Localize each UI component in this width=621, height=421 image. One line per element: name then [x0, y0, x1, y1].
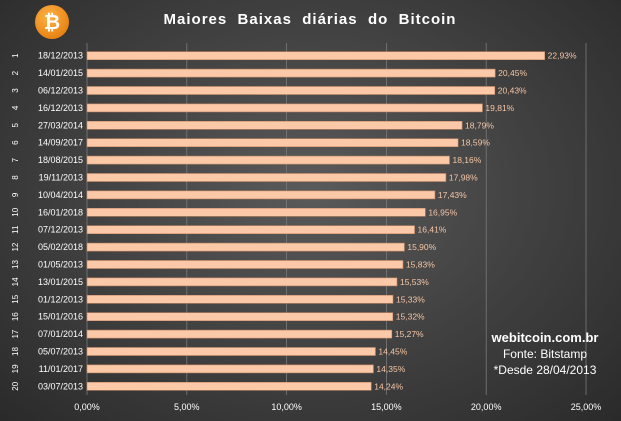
rank-label: 20: [11, 381, 20, 390]
date-label: 14/09/2017: [38, 138, 83, 148]
bar: [86, 121, 463, 130]
value-label: 15,90%: [407, 242, 436, 252]
x-axis: 0,00% 5,00% 10,00% 15,00% 20,00% 25,00%: [74, 402, 601, 412]
value-label: 15,53%: [400, 277, 429, 287]
y-axis: 18/12/2013 1 14/01/2015 2 06/12/2013 3 16/12/2…: [11, 51, 83, 392]
date-label: 05/02/2018: [38, 242, 83, 252]
source-fonte: Fonte: Bitstamp: [502, 347, 588, 361]
bar: [86, 103, 483, 113]
date-label: 13/01/2015: [38, 277, 83, 287]
date-label: 16/01/2018: [38, 207, 83, 217]
x-tick-label: 5,00%: [174, 402, 200, 412]
date-label: 07/01/2014: [38, 329, 83, 339]
date-label: 03/07/2013: [38, 381, 83, 391]
value-label: 20,45%: [498, 68, 527, 78]
bar: [86, 68, 496, 78]
bar: [86, 277, 398, 287]
rank-label: 9: [11, 192, 20, 197]
value-label: 15,32%: [396, 312, 425, 322]
value-label: 20,43%: [498, 86, 527, 96]
value-label: 16,41%: [418, 225, 447, 235]
x-tick-label: 20,00%: [471, 402, 502, 412]
rank-label: 17: [11, 329, 20, 338]
rank-label: 6: [11, 140, 20, 145]
date-label: 07/12/2013: [38, 225, 83, 235]
bar: [86, 86, 496, 95]
rank-label: 15: [11, 294, 20, 303]
rank-label: 12: [11, 242, 20, 251]
value-label: 19,81%: [485, 103, 514, 113]
bitcoin-glyph: ₿: [44, 10, 60, 34]
bar: [86, 294, 394, 304]
date-label: 16/12/2013: [38, 103, 83, 113]
chart-title: Maiores Baixas diárias do Bitcoin: [164, 11, 457, 28]
value-label: 14,45%: [378, 347, 407, 357]
source-site: webitcoin.com.br: [491, 330, 599, 345]
x-tick-label: 10,00%: [271, 402, 302, 412]
date-label: 10/04/2014: [38, 190, 83, 200]
bars: [86, 51, 545, 391]
bar: [86, 242, 405, 252]
value-label: 14,35%: [376, 364, 405, 374]
rank-label: 16: [11, 312, 20, 321]
bar: [86, 381, 372, 391]
bar: [86, 260, 404, 269]
date-label: 18/12/2013: [38, 51, 83, 61]
bar: [86, 208, 426, 217]
bar: [86, 51, 545, 61]
x-tick-label: 15,00%: [371, 402, 402, 412]
source-block: webitcoin.com.br Fonte: Bitstamp *Desde …: [470, 330, 620, 377]
bar: [86, 155, 450, 165]
bitcoin-logo-icon: ₿: [35, 5, 69, 39]
value-label: 22,93%: [548, 51, 577, 61]
rank-label: 18: [11, 347, 20, 356]
rank-label: 8: [11, 175, 20, 180]
bar: [86, 190, 436, 200]
date-label: 11/01/2017: [39, 364, 83, 374]
rank-label: 14: [11, 277, 20, 286]
date-label: 19/11/2013: [39, 173, 83, 183]
value-label: 18,59%: [461, 138, 490, 148]
value-label: 18,16%: [452, 155, 481, 165]
bar: [86, 347, 376, 356]
value-label: 15,27%: [395, 329, 424, 339]
x-tick-label: 25,00%: [571, 402, 602, 412]
rank-label: 3: [11, 88, 20, 93]
bar: [86, 312, 394, 322]
source-desde: *Desde 28/04/2013: [493, 363, 597, 377]
value-label: 15,33%: [396, 294, 425, 304]
value-label: 14,24%: [374, 381, 403, 391]
bar: [86, 138, 459, 147]
value-label: 18,79%: [465, 120, 494, 130]
date-label: 18/08/2015: [38, 155, 83, 165]
bar: [86, 225, 415, 234]
date-label: 01/12/2013: [38, 294, 83, 304]
date-label: 05/07/2013: [38, 347, 83, 357]
value-label: 17,43%: [438, 190, 467, 200]
value-label: 16,95%: [428, 207, 457, 217]
date-label: 14/01/2015: [38, 68, 83, 78]
rank-label: 2: [11, 70, 20, 75]
rank-label: 4: [11, 105, 20, 110]
rank-label: 11: [11, 225, 20, 234]
bar: [86, 329, 393, 339]
value-labels: 22,93% 20,45% 20,43% 19,81% 18,79% 18,59% 18,1…: [374, 51, 577, 392]
rank-label: 1: [11, 53, 20, 58]
value-label: 15,83%: [406, 260, 435, 270]
rank-label: 5: [11, 123, 20, 128]
date-label: 06/12/2013: [38, 86, 83, 96]
date-label: 27/03/2014: [38, 120, 83, 130]
value-label: 17,98%: [449, 173, 478, 183]
rank-label: 19: [11, 364, 20, 373]
date-label: 15/01/2016: [38, 312, 83, 322]
rank-label: 7: [11, 157, 20, 162]
x-tick-label: 0,00%: [74, 402, 100, 412]
rank-label: 10: [11, 207, 20, 216]
date-label: 01/05/2013: [38, 260, 83, 270]
bar: [86, 364, 374, 374]
rank-label: 13: [11, 260, 20, 269]
bar: [86, 173, 447, 182]
